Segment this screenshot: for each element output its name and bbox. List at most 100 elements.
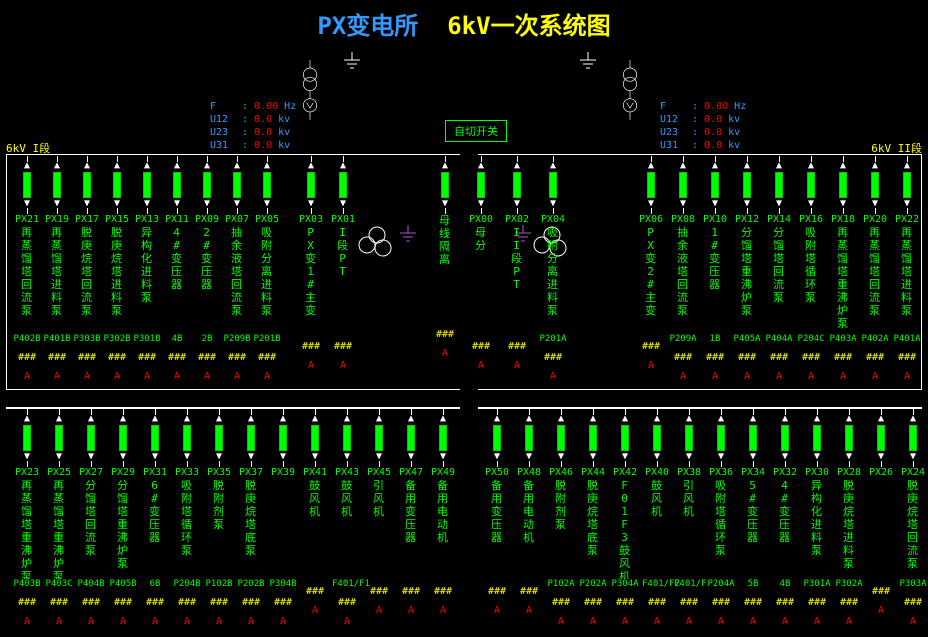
feeder-PX21[interactable]: ▲▼PX21再蒸馏塔回流泵P402B### A (12, 156, 42, 383)
feeder-PX50[interactable]: ▲▼PX50备用变压器### A (482, 409, 512, 617)
breaker-icon[interactable] (653, 425, 661, 451)
feeder-PX27[interactable]: ▲▼PX27分馏塔回流泵P404B### A (76, 409, 106, 628)
feeder-PX48[interactable]: ▲▼PX48备用电动机### A (514, 409, 544, 617)
breaker-icon[interactable] (441, 172, 449, 198)
feeder-PX38[interactable]: ▲▼PX38引风机F401/F### A (674, 409, 704, 628)
feeder-PX44[interactable]: ▲▼PX44脱庚烷塔底泵P202A### A (578, 409, 608, 628)
breaker-icon[interactable] (679, 172, 687, 198)
feeder-PX33[interactable]: ▲▼PX33吸附塔循环泵P204B### A (172, 409, 202, 628)
breaker-icon[interactable] (513, 172, 521, 198)
breaker-icon[interactable] (311, 425, 319, 451)
breaker-icon[interactable] (647, 172, 655, 198)
feeder-PX41[interactable]: ▲▼PX41鼓风机### A (300, 409, 330, 617)
breaker-icon[interactable] (903, 172, 911, 198)
feeder-PX25[interactable]: ▲▼PX25再蒸馏塔重沸炉泵P403C### A (44, 409, 74, 628)
feeder-PX18[interactable]: ▲▼PX18再蒸馏塔重沸炉泵P403A### A (828, 156, 858, 383)
breaker-icon[interactable] (717, 425, 725, 451)
feeder-PX12[interactable]: ▲▼PX12分馏塔重沸炉泵P405A### A (732, 156, 762, 383)
breaker-icon[interactable] (215, 425, 223, 451)
breaker-icon[interactable] (839, 172, 847, 198)
breaker-icon[interactable] (113, 172, 121, 198)
breaker-icon[interactable] (173, 172, 181, 198)
feeder-PX24[interactable]: ▲▼PX24脱庚烷塔回流泵P303A### A (898, 409, 928, 628)
feeder-PX45[interactable]: ▲▼PX45引风机### A (364, 409, 394, 617)
feeder-PX22[interactable]: ▲▼PX22再蒸馏塔进料泵P401A### A (892, 156, 922, 383)
breaker-icon[interactable] (375, 425, 383, 451)
feeder-PX19[interactable]: ▲▼PX19再蒸馏塔进料泵P401B### A (42, 156, 72, 383)
breaker-icon[interactable] (557, 425, 565, 451)
feeder-x[interactable]: ▲▼母线隔离### A (430, 156, 460, 360)
feeder-PX34[interactable]: ▲▼PX345#变压器5B### A (738, 409, 768, 628)
breaker-icon[interactable] (807, 172, 815, 198)
feeder-PX31[interactable]: ▲▼PX316#变压器6B### A (140, 409, 170, 628)
breaker-icon[interactable] (743, 172, 751, 198)
feeder-PX16[interactable]: ▲▼PX16吸附塔循环泵P204C### A (796, 156, 826, 383)
feeder-PX35[interactable]: ▲▼PX35脱附剂泵P102B### A (204, 409, 234, 628)
auto-switch[interactable]: 自切开关 (445, 120, 507, 142)
breaker-icon[interactable] (877, 425, 885, 451)
breaker-icon[interactable] (685, 425, 693, 451)
feeder-PX09[interactable]: ▲▼PX092#变压器2B### A (192, 156, 222, 383)
breaker-icon[interactable] (151, 425, 159, 451)
feeder-PX03[interactable]: ▲▼PX03PX变1#主变### A (296, 156, 326, 372)
breaker-icon[interactable] (621, 425, 629, 451)
feeder-PX08[interactable]: ▲▼PX08抽余液塔回流泵P209A### A (668, 156, 698, 383)
feeder-PX14[interactable]: ▲▼PX14分馏塔回流泵P404A### A (764, 156, 794, 383)
breaker-icon[interactable] (55, 425, 63, 451)
breaker-icon[interactable] (247, 425, 255, 451)
breaker-icon[interactable] (233, 172, 241, 198)
breaker-icon[interactable] (477, 172, 485, 198)
breaker-icon[interactable] (439, 425, 447, 451)
feeder-PX07[interactable]: ▲▼PX07抽余液塔回流泵P209B### A (222, 156, 252, 383)
breaker-icon[interactable] (711, 172, 719, 198)
breaker-icon[interactable] (53, 172, 61, 198)
feeder-PX39[interactable]: ▲▼PX39P304B### A (268, 409, 298, 628)
feeder-PX23[interactable]: ▲▼PX23再蒸馏塔重沸炉泵P403B### A (12, 409, 42, 628)
feeder-PX40[interactable]: ▲▼PX40鼓风机F401/F2### A (642, 409, 672, 628)
feeder-PX20[interactable]: ▲▼PX20再蒸馏塔回流泵P402A### A (860, 156, 890, 383)
breaker-icon[interactable] (813, 425, 821, 451)
breaker-icon[interactable] (749, 425, 757, 451)
feeder-PX04[interactable]: ▲▼PX04吸附分离进料泵P201A### A (538, 156, 568, 383)
feeder-PX47[interactable]: ▲▼PX47备用变压器### A (396, 409, 426, 617)
feeder-PX30[interactable]: ▲▼PX30异构化进料泵P301A### A (802, 409, 832, 628)
feeder-PX42[interactable]: ▲▼PX42F01F3鼓风机P304A### A (610, 409, 640, 628)
breaker-icon[interactable] (263, 172, 271, 198)
breaker-icon[interactable] (845, 425, 853, 451)
breaker-icon[interactable] (781, 425, 789, 451)
feeder-PX01[interactable]: ▲▼PX01I段PT### A (328, 156, 358, 372)
breaker-icon[interactable] (307, 172, 315, 198)
feeder-PX02[interactable]: ▲▼PX02II段PT### A (502, 156, 532, 372)
breaker-icon[interactable] (87, 425, 95, 451)
breaker-icon[interactable] (279, 425, 287, 451)
breaker-icon[interactable] (23, 172, 31, 198)
feeder-PX00[interactable]: ▲▼PX00母分### A (466, 156, 496, 372)
breaker-icon[interactable] (407, 425, 415, 451)
breaker-icon[interactable] (23, 425, 31, 451)
breaker-icon[interactable] (909, 425, 917, 451)
breaker-icon[interactable] (203, 172, 211, 198)
feeder-PX26[interactable]: ▲▼PX26### A (866, 409, 896, 617)
breaker-icon[interactable] (339, 172, 347, 198)
feeder-PX28[interactable]: ▲▼PX28脱庚烷塔进料泵P302A### A (834, 409, 864, 628)
feeder-PX43[interactable]: ▲▼PX43鼓风机F401/F1### A (332, 409, 362, 628)
feeder-PX06[interactable]: ▲▼PX06PX变2#主变### A (636, 156, 666, 372)
feeder-PX10[interactable]: ▲▼PX101#变压器1B### A (700, 156, 730, 383)
breaker-icon[interactable] (549, 172, 557, 198)
breaker-icon[interactable] (119, 425, 127, 451)
feeder-PX13[interactable]: ▲▼PX13异构化进料泵P301B### A (132, 156, 162, 383)
feeder-PX32[interactable]: ▲▼PX324#变压器4B### A (770, 409, 800, 628)
feeder-PX05[interactable]: ▲▼PX05吸附分离进料泵P201B### A (252, 156, 282, 383)
breaker-icon[interactable] (493, 425, 501, 451)
breaker-icon[interactable] (143, 172, 151, 198)
feeder-PX46[interactable]: ▲▼PX46脱附剂泵P102A### A (546, 409, 576, 628)
feeder-PX29[interactable]: ▲▼PX29分馏塔重沸炉泵P405B### A (108, 409, 138, 628)
feeder-PX17[interactable]: ▲▼PX17脱庚烷塔回流泵P303B### A (72, 156, 102, 383)
feeder-PX15[interactable]: ▲▼PX15脱庚烷塔进料泵P302B### A (102, 156, 132, 383)
feeder-PX49[interactable]: ▲▼PX49备用电动机### A (428, 409, 458, 617)
breaker-icon[interactable] (83, 172, 91, 198)
feeder-PX11[interactable]: ▲▼PX114#变压器4B### A (162, 156, 192, 383)
breaker-icon[interactable] (183, 425, 191, 451)
feeder-PX37[interactable]: ▲▼PX37脱庚烷塔底泵P202B### A (236, 409, 266, 628)
breaker-icon[interactable] (589, 425, 597, 451)
